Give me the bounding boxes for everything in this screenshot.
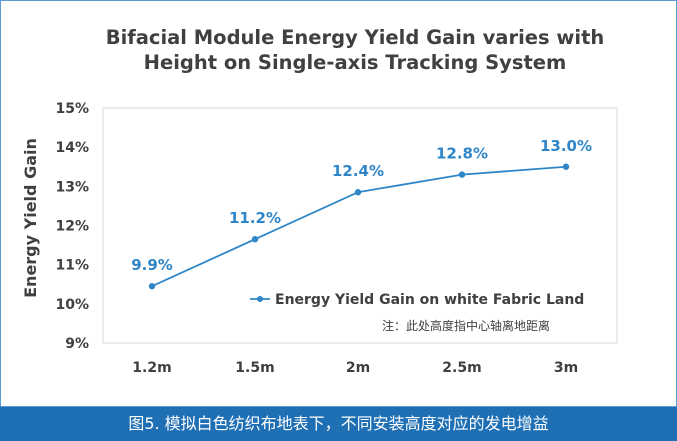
chart-note: 注：此处高度指中心轴离地距离 [382,318,550,333]
x-tick-label: 1.2m [132,360,171,376]
series-line [151,165,567,288]
y-tick-label: 13% [55,179,89,195]
x-tick-label: 2m [346,360,370,376]
y-tick-label: 15% [55,101,89,117]
y-tick-label: 11% [55,258,89,274]
figure-caption: 图5. 模拟白色纺织布地表下，不同安装高度对应的发电增益 [0,407,677,441]
legend-marker [257,296,263,302]
line-chart: Bifacial Module Energy Yield Gain varies… [21,26,618,376]
y-tick-label: 12% [55,219,89,235]
y-tick-label: 10% [55,297,89,313]
y-axis-label: Energy Yield Gain [21,138,40,298]
x-tick-label: 1.5m [235,360,274,376]
legend-entry-label: Energy Yield Gain on white Fabric Land [275,292,584,308]
data-point [148,283,156,290]
data-label: 13.0% [540,137,592,155]
data-label: 11.2% [229,209,281,227]
y-tick-label: 9% [65,336,89,352]
chart-title-line-1: Bifacial Module Energy Yield Gain varies… [106,26,605,49]
data-point [458,171,466,178]
x-tick-label: 3m [554,360,578,376]
chart-title-line-2: Height on Single-axis Tracking System [144,51,567,74]
data-point [251,236,259,243]
x-tick-label: 2.5m [442,360,481,376]
data-point [354,189,362,196]
chart-frame [0,0,677,407]
data-label: 12.4% [332,162,384,180]
y-tick-label: 14% [55,140,89,156]
data-label: 9.9% [131,256,173,274]
data-label: 12.8% [436,145,488,163]
data-point [562,163,570,170]
